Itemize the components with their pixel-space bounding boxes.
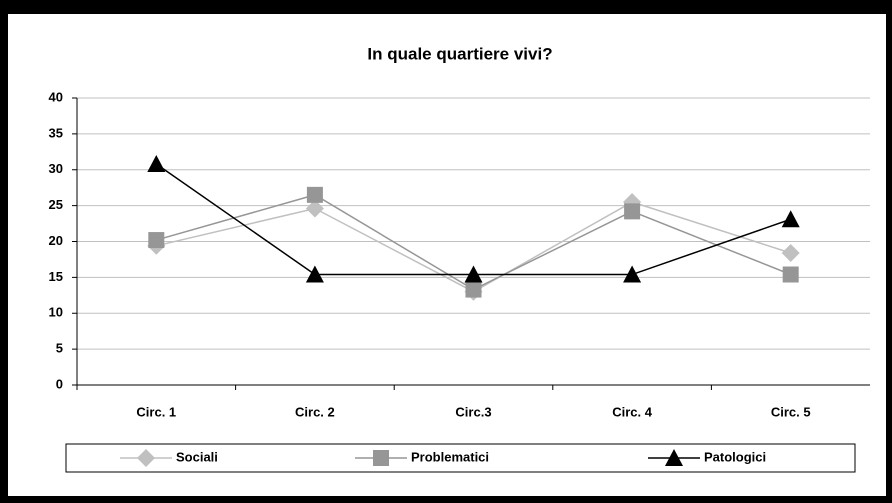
marker xyxy=(137,449,155,467)
chart-title: In quale quartiere vivi? xyxy=(367,44,552,63)
x-tick-label: Circ. 1 xyxy=(136,404,176,419)
marker xyxy=(306,186,323,203)
y-tick-label: 15 xyxy=(49,269,63,284)
marker xyxy=(782,266,799,283)
marker xyxy=(781,243,800,262)
marker xyxy=(623,265,642,283)
y-tick-label: 5 xyxy=(56,341,63,356)
legend-label: Problematici xyxy=(411,449,489,464)
marker xyxy=(665,449,683,466)
x-tick-label: Circ. 5 xyxy=(771,404,811,419)
y-tick-label: 30 xyxy=(49,161,63,176)
marker xyxy=(373,450,389,466)
y-tick-label: 20 xyxy=(49,233,63,248)
y-tick-label: 0 xyxy=(56,376,63,391)
legend-label: Sociali xyxy=(176,449,218,464)
x-tick-label: Circ. 4 xyxy=(612,404,653,419)
x-tick-label: Circ.3 xyxy=(455,404,491,419)
y-tick-label: 35 xyxy=(49,125,63,140)
legend-label: Patologici xyxy=(704,449,766,464)
marker xyxy=(465,281,482,298)
marker xyxy=(624,203,641,220)
y-tick-label: 40 xyxy=(49,89,63,104)
marker xyxy=(148,232,165,249)
marker xyxy=(147,155,166,173)
marker xyxy=(464,265,483,283)
chart-area xyxy=(8,14,886,496)
marker xyxy=(781,210,800,228)
y-tick-label: 25 xyxy=(49,197,63,212)
y-tick-label: 10 xyxy=(49,305,63,320)
marker xyxy=(305,265,324,283)
marker xyxy=(305,199,324,218)
legend xyxy=(65,443,856,473)
x-tick-label: Circ. 2 xyxy=(295,404,335,419)
